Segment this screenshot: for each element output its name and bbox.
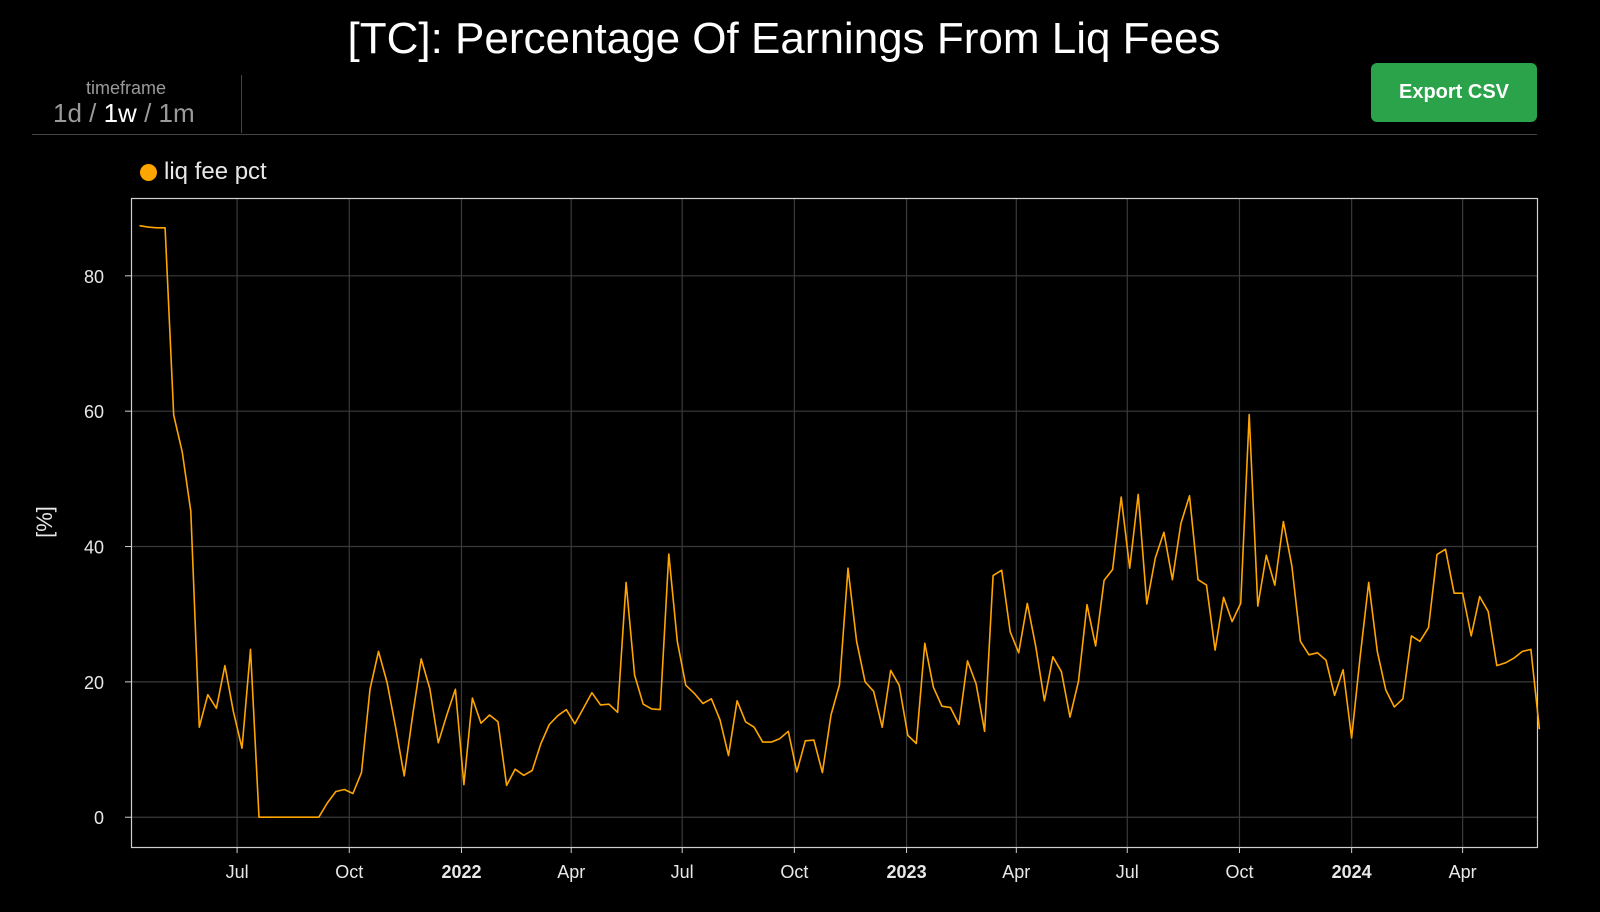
timeframe-option-1m[interactable]: 1m	[158, 98, 195, 128]
timeframe-option-1d[interactable]: 1d	[53, 98, 82, 128]
timeframe-selector: 1d / 1w / 1m	[53, 98, 195, 128]
y-axis-label: [%]	[32, 506, 57, 538]
page-title: [TC]: Percentage Of Earnings From Liq Fe…	[347, 14, 1221, 63]
x-axis-ticks: Jul Oct 2022 Apr Jul Oct 2023 Apr Jul Oct 2024 Apr	[226, 847, 1477, 882]
export-csv-button[interactable]: Export CSV	[1371, 63, 1537, 122]
timeframe-option-1w[interactable]: 1w	[103, 98, 137, 128]
x-tick-label: Jul	[671, 862, 694, 882]
timeframe-label: timeframe	[86, 78, 167, 98]
legend-dot-icon	[140, 163, 157, 181]
x-tick-label: Oct	[1225, 862, 1253, 882]
x-tick-label: Apr	[557, 862, 585, 882]
y-tick-label: 60	[84, 402, 104, 422]
y-tick-label: 0	[94, 808, 104, 828]
plot-frame	[130, 197, 1539, 849]
series-group	[139, 224, 1541, 819]
y-axis-ticks: 0 20 40 60 80	[84, 267, 131, 828]
x-tick-label: Apr	[1449, 862, 1477, 882]
y-tick-label: 40	[84, 538, 104, 558]
x-tick-label: 2022	[441, 862, 481, 882]
x-tick-label: Jul	[226, 862, 249, 882]
header-divider	[32, 134, 1537, 135]
x-tick-label: 2023	[887, 862, 927, 882]
legend[interactable]: liq fee pct	[140, 158, 267, 186]
series-line	[139, 224, 1541, 819]
grid	[131, 198, 1537, 847]
x-tick-label: Oct	[335, 862, 363, 882]
legend-label: liq fee pct	[164, 158, 267, 185]
y-tick-label: 80	[84, 267, 104, 287]
y-tick-label: 20	[84, 673, 104, 693]
x-tick-label: Oct	[780, 862, 808, 882]
x-tick-label: 2024	[1332, 862, 1372, 882]
divider	[241, 75, 242, 133]
x-tick-label: Jul	[1116, 862, 1139, 882]
x-tick-label: Apr	[1002, 862, 1030, 882]
